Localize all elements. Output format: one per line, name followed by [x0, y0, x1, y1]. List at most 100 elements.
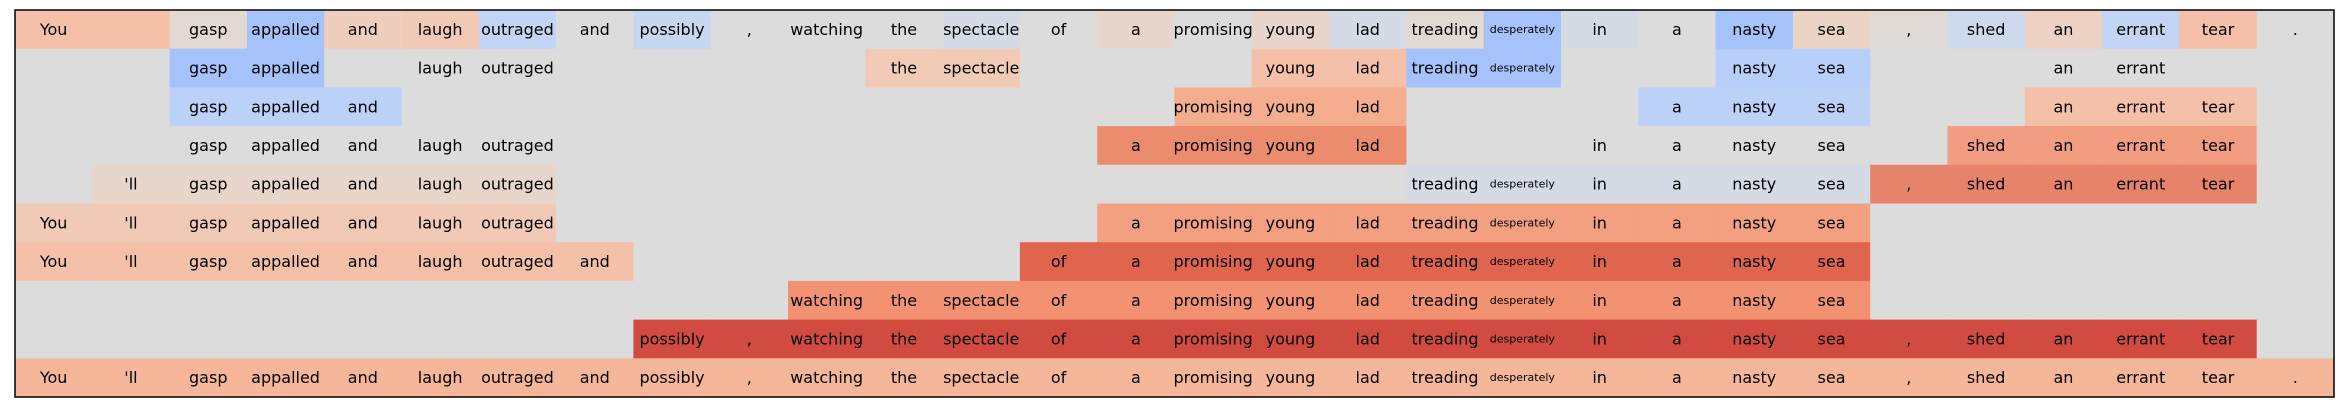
heatmap-cell	[865, 48, 944, 88]
cell-token-label: watching	[790, 368, 863, 387]
cell-token-label: gasp	[189, 59, 227, 78]
heatmap-cell	[1019, 48, 1098, 88]
cell-token-label: spectacle	[943, 329, 1019, 348]
heatmap-cell	[1561, 203, 1639, 243]
heatmap-cell	[1561, 126, 1639, 166]
heatmap-cell	[556, 280, 634, 321]
heatmap-cell	[1483, 164, 1562, 205]
heatmap-cell	[865, 319, 944, 359]
heatmap-cell	[1870, 319, 1949, 359]
cell-token-label: and	[580, 252, 610, 271]
heatmap-cell	[2102, 319, 2180, 359]
heatmap-cell	[324, 203, 403, 243]
cell-token-label: lad	[1356, 252, 1380, 271]
cell-token-label: laugh	[418, 59, 463, 78]
cell-token-label: the	[891, 368, 917, 387]
cell-token-label: You	[39, 368, 68, 387]
heatmap-cell	[1019, 319, 1098, 359]
heatmap-cell	[1329, 358, 1407, 398]
heatmap-cell	[865, 280, 944, 321]
heatmap-cell	[2179, 164, 2258, 205]
heatmap-cell	[1638, 280, 1717, 321]
cell-token-label: lad	[1356, 97, 1380, 116]
heatmap-cell	[1947, 280, 2026, 321]
cell-token-label: and	[580, 20, 610, 39]
heatmap-cell	[2024, 10, 2103, 50]
cell-token-label: laugh	[418, 136, 463, 155]
cell-token-label: outraged	[481, 20, 554, 39]
heatmap-cell	[2024, 242, 2103, 282]
heatmap-cell	[478, 280, 557, 321]
cell-token-label: promising	[1174, 329, 1253, 348]
heatmap-cell	[324, 87, 403, 127]
heatmap-cell	[1097, 126, 1176, 166]
cell-token-label: promising	[1174, 213, 1253, 232]
cell-token-label: 'll	[124, 368, 137, 387]
heatmap-cell	[324, 280, 403, 321]
heatmap-cell	[1097, 164, 1176, 205]
cell-token-label: laugh	[418, 213, 463, 232]
heatmap-cell	[1947, 126, 2026, 166]
cell-token-label: treading	[1412, 368, 1479, 387]
cell-token-label: ,	[1906, 329, 1911, 348]
heatmap-cell	[1019, 10, 1098, 50]
cell-token-label: gasp	[189, 213, 227, 232]
cell-token-label: an	[2053, 97, 2073, 116]
heatmap-cell	[633, 48, 712, 88]
heatmap-cell	[2256, 280, 2335, 321]
heatmap-cell	[788, 126, 866, 166]
heatmap-cell	[1251, 126, 1330, 166]
cell-token-label: ,	[747, 368, 752, 387]
heatmap-cell	[169, 10, 248, 50]
cell-token-label: treading	[1412, 175, 1479, 194]
cell-token-label: sea	[1818, 175, 1846, 194]
cell-token-label: treading	[1412, 59, 1479, 78]
cell-token-label: a	[1131, 213, 1141, 232]
heatmap-cell	[2179, 358, 2258, 398]
heatmap-cell	[1870, 242, 1949, 282]
heatmap-cell	[1174, 319, 1253, 359]
heatmap-cell	[15, 319, 93, 359]
heatmap-cell	[1947, 242, 2026, 282]
cell-token-label: treading	[1412, 252, 1479, 271]
cell-token-label: laugh	[418, 175, 463, 194]
cell-token-label: sea	[1818, 329, 1846, 348]
heatmap-cell	[15, 203, 93, 243]
heatmap-cell	[710, 87, 789, 127]
cell-token-label: .	[2293, 20, 2298, 39]
cell-token-label: desperately	[1490, 332, 1556, 345]
heatmap-cell	[942, 242, 1021, 282]
heatmap-cell	[2179, 203, 2258, 243]
heatmap-cell	[556, 126, 634, 166]
heatmap-cell	[2024, 203, 2103, 243]
heatmap-cell	[1019, 126, 1098, 166]
cell-token-label: a	[1131, 252, 1141, 271]
heatmap-cell	[92, 358, 171, 398]
heatmap-cell	[1329, 319, 1407, 359]
heatmap-cell	[1174, 164, 1253, 205]
cell-token-label: errant	[2116, 97, 2165, 116]
heatmap-cell	[1174, 242, 1253, 282]
heatmap-cell	[1715, 164, 1794, 205]
cell-token-label: shed	[1967, 136, 2005, 155]
cell-token-label: in	[1592, 136, 1607, 155]
heatmap-cell	[2024, 358, 2103, 398]
heatmap-cell	[2179, 280, 2258, 321]
heatmap-cell	[1715, 48, 1794, 88]
cell-token-label: nasty	[1732, 252, 1776, 271]
heatmap-cell	[1406, 48, 1485, 88]
heatmap-cell	[1174, 10, 1253, 50]
heatmap-cell	[942, 164, 1021, 205]
heatmap-cell	[1097, 242, 1176, 282]
cell-token-label: errant	[2116, 368, 2165, 387]
heatmap-cell	[2024, 164, 2103, 205]
heatmap-cell	[2179, 87, 2258, 127]
cell-token-label: lad	[1356, 59, 1380, 78]
heatmap-cell	[1174, 126, 1253, 166]
heatmap-cell	[556, 10, 634, 50]
heatmap-cell	[478, 358, 557, 398]
heatmap-cell	[324, 10, 403, 50]
heatmap-cell	[478, 319, 557, 359]
heatmap-cell	[942, 87, 1021, 127]
heatmap-cell	[1947, 87, 2026, 127]
